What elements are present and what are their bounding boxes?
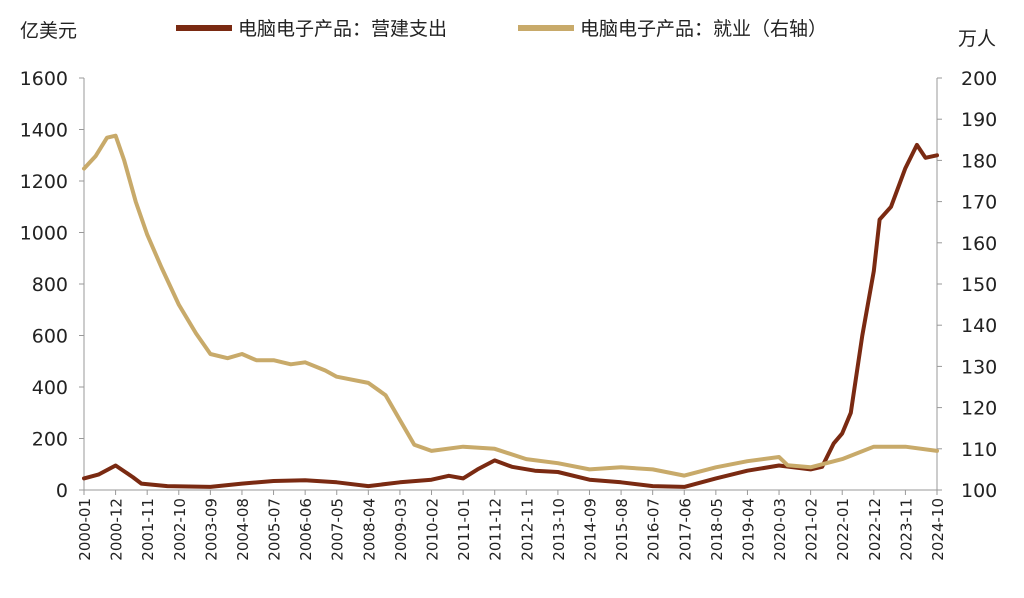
- x-tick-label: 2001-11: [139, 498, 157, 561]
- x-tick-label: 2005-07: [266, 498, 284, 561]
- x-tick-label: 2019-04: [739, 498, 757, 561]
- x-tick-label: 2006-06: [297, 498, 315, 561]
- right-y-tick-label: 170: [961, 192, 997, 214]
- left-y-tick-label: 0: [56, 480, 68, 502]
- right-y-tick-label: 120: [961, 398, 997, 420]
- x-tick-label: 2017-06: [676, 498, 694, 561]
- right-y-tick-label: 140: [961, 315, 997, 337]
- x-tick-label: 2021-02: [803, 498, 821, 561]
- left-y-tick-label: 600: [32, 326, 68, 348]
- left-y-tick-label: 800: [32, 274, 68, 296]
- left-y-tick-label: 1000: [20, 223, 68, 245]
- right-y-tick-label: 100: [961, 480, 997, 502]
- x-tick-label: 2022-01: [834, 498, 852, 561]
- x-tick-label: 2022-12: [866, 498, 884, 561]
- x-tick-label: 2002-10: [171, 498, 189, 561]
- right-y-tick-label: 180: [961, 150, 997, 172]
- left-y-tick-label: 400: [32, 377, 68, 399]
- spending-line: [82, 142, 939, 489]
- right-y-tick-label: 160: [961, 233, 997, 255]
- right-axis-unit: 万人: [958, 28, 997, 50]
- x-tick-label: 2008-04: [360, 498, 378, 561]
- legend-label-employment: 电脑电子产品：就业（右轴）: [580, 18, 828, 40]
- x-tick-label: 2011-01: [455, 498, 473, 561]
- x-tick-label: 2024-10: [929, 498, 947, 561]
- employment-line: [82, 133, 939, 478]
- x-tick-label: 2007-05: [329, 498, 347, 561]
- right-y-tick-label: 110: [961, 439, 997, 461]
- x-tick-label: 2003-09: [202, 498, 220, 561]
- left-y-tick-label: 1400: [20, 120, 68, 142]
- left-y-tick-label: 200: [32, 429, 68, 451]
- x-tick-label: 2018-05: [708, 498, 726, 561]
- right-y-tick-label: 190: [961, 109, 997, 131]
- right-y-tick-label: 130: [961, 356, 997, 378]
- right-y-tick-label: 200: [961, 68, 997, 90]
- x-tick-label: 2012-11: [518, 498, 536, 561]
- x-tick-label: 2010-02: [424, 498, 442, 561]
- x-tick-label: 2016-07: [645, 498, 663, 561]
- left-axis-unit: 亿美元: [20, 20, 78, 42]
- x-tick-label: 2004-08: [234, 498, 252, 561]
- x-tick-label: 2014-09: [581, 498, 599, 561]
- x-tick-label: 2023-11: [897, 498, 915, 561]
- x-tick-label: 2000-12: [108, 498, 126, 561]
- legend-item-spending: 电脑电子产品：营建支出: [176, 14, 447, 41]
- x-tick-label: 2000-01: [76, 498, 94, 561]
- legend-swatch-spending: [176, 24, 232, 31]
- right-y-tick-label: 150: [961, 274, 997, 296]
- left-y-tick-label: 1600: [20, 68, 68, 90]
- legend-item-employment: 电脑电子产品：就业（右轴）: [518, 14, 827, 41]
- x-tick-label: 2015-08: [613, 498, 631, 561]
- x-tick-label: 2020-03: [771, 498, 789, 561]
- legend-swatch-employment: [518, 24, 574, 31]
- x-tick-label: 2013-10: [550, 498, 568, 561]
- left-y-tick-label: 1200: [20, 171, 68, 193]
- legend-label-spending: 电脑电子产品：营建支出: [238, 18, 448, 40]
- x-tick-label: 2011-12: [487, 498, 505, 561]
- x-tick-label: 2009-03: [392, 498, 410, 561]
